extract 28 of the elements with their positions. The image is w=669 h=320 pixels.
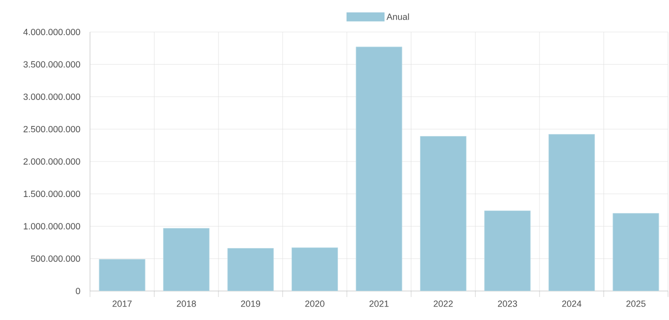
bar (227, 248, 274, 291)
y-tick-label: 1.500.000.000 (24, 190, 80, 198)
bar (356, 46, 402, 291)
x-tick-label: 2018 (176, 300, 196, 307)
y-tick-label: 1.000.000.000 (24, 223, 80, 230)
bar (548, 134, 595, 291)
bar (484, 210, 531, 291)
bar (98, 259, 146, 291)
y-tick-label: 500.000.000 (30, 255, 80, 262)
bar (420, 136, 466, 291)
legend-label: Anual (386, 13, 409, 20)
y-tick-label: 0 (76, 288, 80, 294)
x-tick-label: 2022 (434, 300, 453, 307)
y-tick-label: 3.000.000.000 (23, 94, 80, 100)
x-tick-label: 2019 (241, 300, 260, 307)
bar (292, 247, 338, 291)
x-tick-label: 2017 (112, 300, 132, 307)
x-tick-label: 2025 (626, 300, 646, 307)
x-tick-label: 2020 (305, 300, 324, 307)
x-tick-label: 2021 (369, 300, 389, 307)
bar (612, 213, 660, 291)
y-tick-label: 3.500.000.000 (23, 61, 80, 68)
y-tick-label: 4.000.000.000 (23, 28, 80, 36)
y-tick-label: 2.500.000.000 (24, 126, 80, 132)
x-tick-label: 2023 (498, 300, 518, 307)
y-tick-label: 2.000.000.000 (24, 158, 80, 165)
bar (163, 228, 210, 291)
x-tick-label: 2024 (562, 300, 582, 307)
